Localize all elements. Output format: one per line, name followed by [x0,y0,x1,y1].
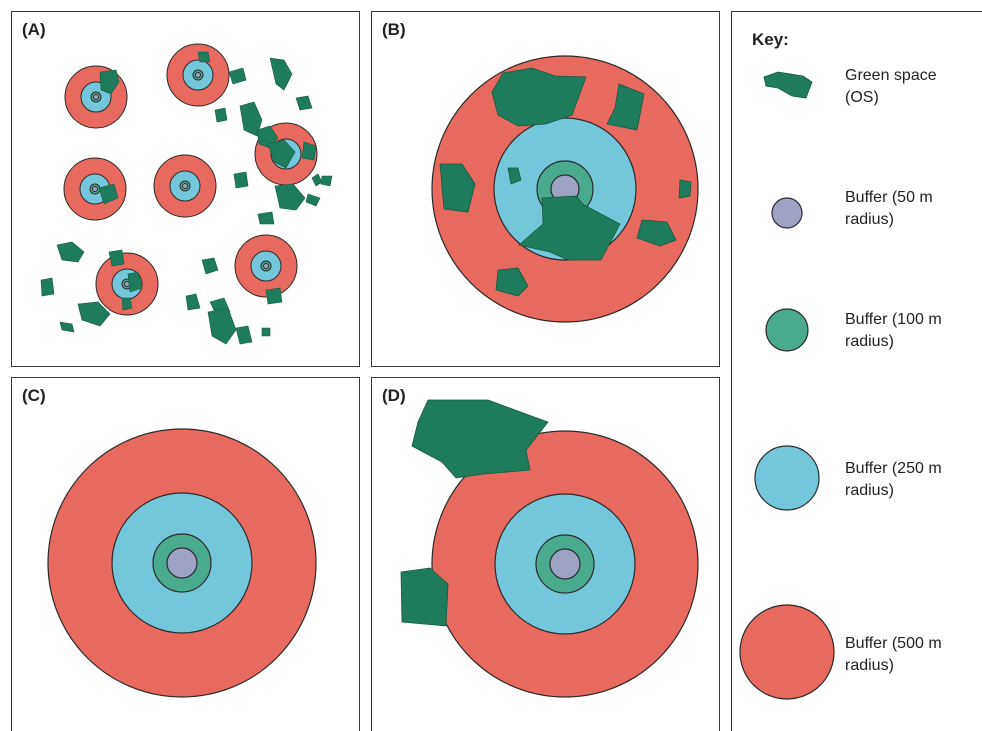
key-label-buffer-250: Buffer (250 m radius) [845,458,979,502]
key-title: Key: [752,30,789,49]
buffer-100-icon [765,308,809,352]
buffer-50-circle [166,547,198,579]
buffer-group-4 [63,157,127,221]
key-symbols [739,71,835,700]
key-label-buffer-500: Buffer (500 m radius) [845,633,979,677]
buffer-50-icon [771,197,803,229]
panel-c-label: (C) [22,386,46,405]
buffer-group-1 [64,65,128,129]
panel-b-label: (B) [382,20,406,39]
key-label-buffer-50: Buffer (50 m radius) [845,187,979,231]
key-label-buffer-100: Buffer (100 m radius) [845,309,979,353]
green-space-patches [400,399,549,627]
panel-b-diagram [431,55,699,323]
panel-a-label: (A) [22,20,46,39]
key-label-buffer-500-text: Buffer (500 m radius) [845,635,942,674]
panel-b: (B) [371,11,720,367]
green-space-patches [439,67,692,297]
key-panel: Key: Green space (OS) Buffer (50 m radiu… [731,11,982,731]
key-label-buffer-50-text: Buffer (50 m radius) [845,189,933,228]
buffer-group-6 [234,234,298,298]
key-label-buffer-250-text: Buffer (250 m radius) [845,460,942,499]
buffer-250-icon [754,445,820,511]
green-space-patches [40,51,333,345]
buffer-500-icon [739,604,835,700]
panel-d-label: (D) [382,386,406,405]
panel-a-diagram [40,43,333,345]
panel-a: (A) [11,11,360,367]
key-label-green-space-text: Green space (OS) [845,67,937,106]
panel-c-diagram [47,428,317,698]
buffer-50-circle [549,548,581,580]
panel-c: (C) [11,377,360,731]
key-label-buffer-100-text: Buffer (100 m radius) [845,311,942,350]
key-label-green-space: Green space (OS) [845,65,979,109]
buffer-group-2 [166,43,230,107]
buffer-group-5 [153,154,217,218]
panel-d: (D) [371,377,720,731]
green-space-icon [763,71,813,99]
panel-d-diagram [400,399,699,698]
